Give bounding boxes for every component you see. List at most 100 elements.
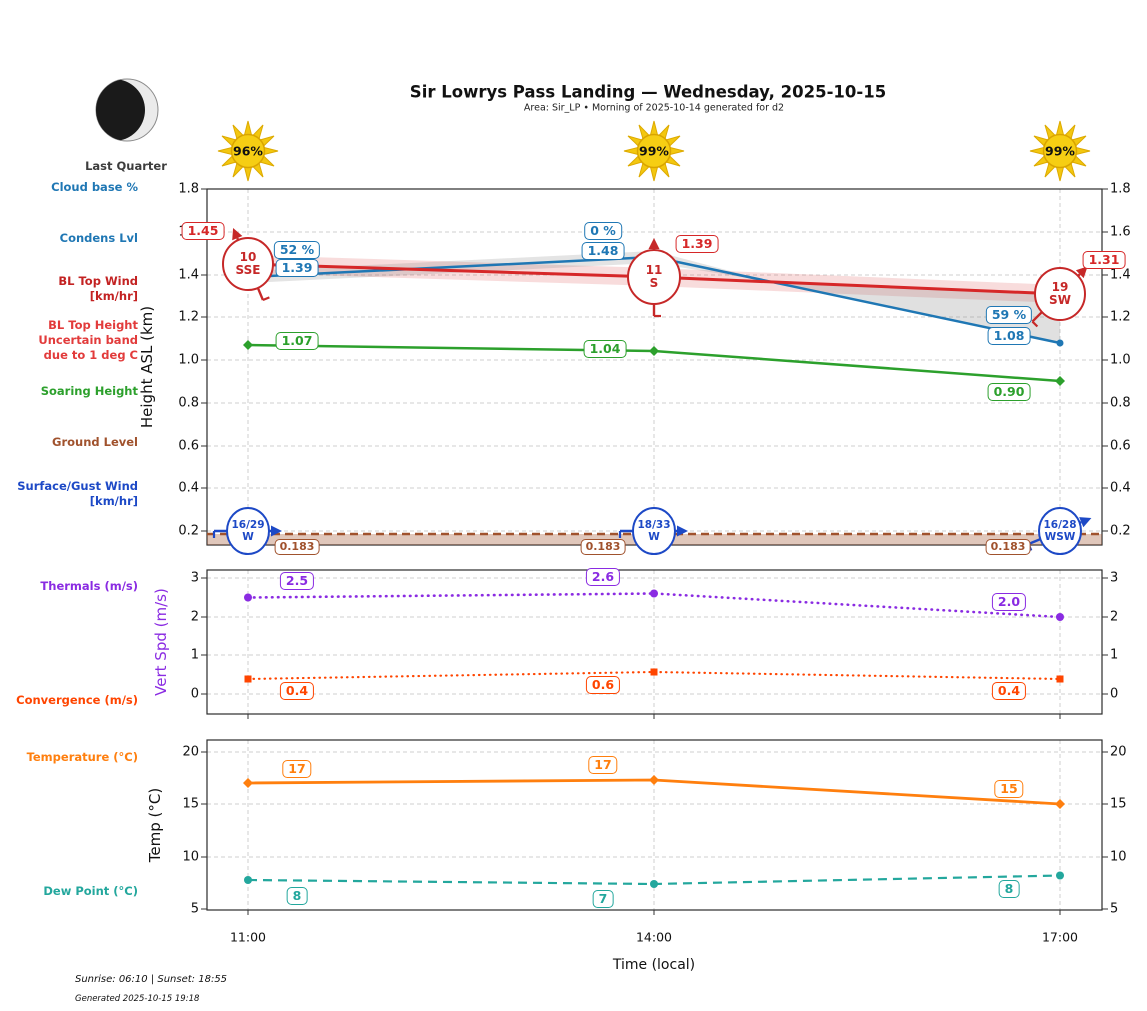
ytick: 1.8 (178, 181, 199, 197)
condens-value-label: 1.08 (987, 327, 1031, 345)
bl-top-wind-station-text: 19 SW (1049, 281, 1071, 307)
ytick: 0.6 (1110, 438, 1131, 454)
ytick: 1.4 (1110, 267, 1131, 283)
dew-point-value-label: 8 (998, 880, 1020, 898)
convergence-value-label: 0.4 (279, 682, 315, 700)
ytick: 0.8 (1110, 395, 1131, 411)
legend-temperature: Temperature (°C) (26, 750, 138, 764)
wind-speed: 10 (239, 250, 257, 264)
legend-cloud-base: Cloud base % (51, 180, 138, 194)
surface-wind-station-text: 16/29 W (231, 519, 264, 543)
xtick: 11:00 (229, 929, 267, 945)
ytick: 0 (1110, 686, 1119, 702)
ground-value-label: 0.183 (580, 539, 626, 555)
ytick: 1.4 (178, 267, 199, 283)
ytick: 10 (182, 849, 199, 865)
ytick: 1.0 (178, 352, 199, 368)
thermals-value-label: 2.5 (279, 572, 315, 590)
legend-dew-point: Dew Point (°C) (43, 884, 138, 898)
ytick: 1.0 (1110, 352, 1131, 368)
surface-wind-station-text: 16/28 WSW (1043, 519, 1076, 543)
bl-top-value-label: 1.39 (675, 235, 719, 253)
ytick: 0.2 (1110, 523, 1131, 539)
bl-top-value-label: 1.45 (181, 222, 225, 240)
surface-wind-stations (226, 507, 1082, 555)
thermals-markers (244, 589, 1064, 621)
cloud-base-pct-label: 0 % (584, 222, 622, 240)
ground-value-label: 0.183 (985, 539, 1031, 555)
convergence-value-label: 0.6 (585, 676, 621, 694)
convergence-markers (244, 668, 1064, 683)
generated-note: Generated 2025-10-15 19:18 (75, 994, 200, 1004)
wind-speed: 19 (1051, 280, 1069, 294)
xtick: 14:00 (635, 929, 673, 945)
wind-dir: WSW (1044, 531, 1076, 543)
ytick: 10 (1110, 849, 1127, 865)
sunshine-pct: 99% (639, 143, 669, 159)
legend-bl-top-height-3: due to 1 deg C (43, 348, 138, 362)
grid-layer (201, 188, 1108, 915)
ytick: 1.2 (1110, 309, 1131, 325)
thermals-value-label: 2.6 (585, 568, 621, 586)
ytick: 0.6 (178, 438, 199, 454)
dew-point-value-label: 8 (286, 887, 308, 905)
soaring-value-label: 1.07 (275, 332, 319, 350)
ytick: 2 (1110, 609, 1119, 625)
legend-convergence: Convergence (m/s) (16, 693, 138, 707)
ytick: 0.2 (178, 523, 199, 539)
sunrise-sunset-note: Sunrise: 06:10 | Sunset: 18:55 (75, 974, 228, 985)
condens-value-label: 1.48 (581, 242, 625, 260)
y-axis-label-vertspd: Vert Spd (m/s) (152, 588, 170, 696)
x-axis-label: Time (local) (612, 957, 696, 973)
legend-bl-top-height: BL Top Height (48, 318, 138, 332)
wind-speed: 11 (645, 263, 663, 277)
soaring-value-label: 0.90 (987, 383, 1031, 401)
wind-dir: SW (1049, 293, 1071, 307)
dew-point-markers (244, 871, 1064, 888)
ytick: 1.2 (178, 309, 199, 325)
legend-bl-top-wind-units: [km/hr] (89, 289, 138, 303)
ytick: 5 (1110, 901, 1119, 917)
ytick: 0.8 (178, 395, 199, 411)
legend-soaring-height: Soaring Height (40, 384, 138, 398)
ytick: 1.8 (1110, 181, 1131, 197)
thermals-value-label: 2.0 (991, 593, 1027, 611)
page-title: Sir Lowrys Pass Landing — Wednesday, 202… (409, 82, 887, 102)
ytick: 1.6 (1110, 224, 1131, 240)
y-axis-label-height: Height ASL (km) (138, 305, 156, 429)
legend-thermals: Thermals (m/s) (40, 579, 138, 593)
wind-speed: 18/33 (637, 519, 671, 531)
bl-top-wind-station-text: 11 S (646, 264, 663, 290)
ytick: 20 (182, 744, 199, 760)
ytick: 3 (190, 570, 199, 586)
ytick: 5 (190, 901, 199, 917)
ytick: 20 (1110, 744, 1127, 760)
soaring-height-markers (243, 340, 1065, 386)
legend-bl-top-height-2: Uncertain band (38, 333, 138, 347)
wind-speed: 16/28 (1043, 519, 1077, 531)
ytick: 0.4 (178, 480, 199, 496)
surface-wind-station-text: 18/33 W (637, 519, 670, 543)
cloud-base-pct-label: 52 % (273, 241, 321, 259)
temperature-markers (243, 775, 1065, 809)
sunshine-pct: 99% (1045, 143, 1075, 159)
moon-phase-label: Last Quarter (85, 159, 167, 173)
legend-surface-wind: Surface/Gust Wind (17, 479, 138, 493)
legend-ground-level: Ground Level (52, 435, 138, 449)
page-subtitle: Area: Sir_LP • Morning of 2025-10-14 gen… (523, 102, 785, 114)
ytick: 1 (1110, 647, 1119, 663)
wind-speed: 16/29 (231, 519, 265, 531)
moon-phase-icon (95, 78, 159, 142)
bl-top-wind-station-text: 10 SSE (236, 251, 261, 277)
thermals-line (246, 592, 1062, 619)
ytick: 15 (1110, 796, 1127, 812)
temperature-value-label: 17 (282, 760, 312, 778)
sunshine-pct: 96% (233, 143, 263, 159)
xtick: 17:00 (1041, 929, 1079, 945)
wind-dir: W (648, 531, 660, 543)
legend-surface-wind-units: [km/hr] (89, 494, 138, 508)
temperature-value-label: 17 (588, 756, 618, 774)
wind-dir: S (649, 276, 659, 290)
